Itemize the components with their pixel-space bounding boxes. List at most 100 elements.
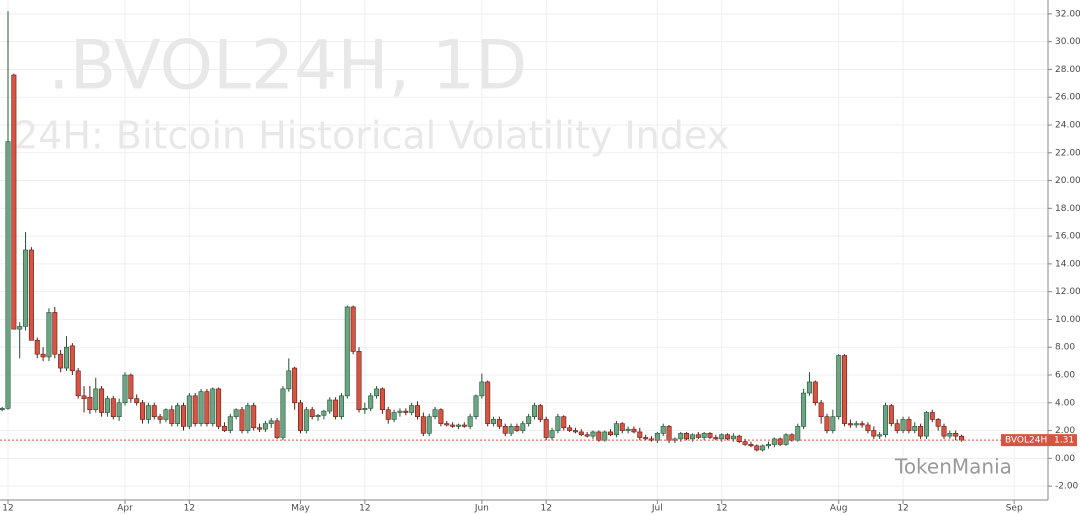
candle-body: [128, 374, 134, 399]
x-tick-label: Sep: [1006, 504, 1023, 514]
candle-body: [619, 423, 625, 431]
candle-body: [368, 395, 374, 409]
candle-body: [830, 416, 836, 431]
candle-body: [210, 388, 216, 424]
candle-body: [496, 419, 502, 427]
y-tick-label: 14.00: [1055, 259, 1080, 269]
candle-body: [81, 395, 87, 399]
candle-body: [315, 414, 321, 417]
candle-body: [233, 409, 239, 417]
candle-body: [900, 419, 906, 431]
candle-body: [660, 426, 666, 434]
candle-body: [391, 412, 397, 420]
y-tick-label: 20.00: [1055, 176, 1080, 186]
candle-body: [760, 445, 766, 451]
candle-body: [333, 399, 339, 417]
candle-body: [140, 402, 146, 420]
candle-body: [608, 431, 614, 436]
candle-body: [303, 409, 309, 431]
candle-body: [192, 395, 198, 424]
x-tick-label: 12: [716, 504, 727, 514]
x-tick-label: Jun: [474, 504, 489, 514]
candle-body: [526, 416, 532, 424]
candle-body: [824, 416, 830, 431]
candle-body: [590, 431, 596, 437]
candle-body: [350, 306, 356, 352]
candles: [0, 11, 1048, 452]
candle-body: [625, 428, 631, 431]
candle-body: [818, 402, 824, 417]
candle-body: [122, 374, 128, 404]
candle-body: [894, 423, 900, 431]
last-price-value: 1.31: [1054, 436, 1074, 446]
candle-body: [64, 346, 70, 369]
candle-body: [654, 433, 660, 441]
candle-body: [245, 405, 251, 431]
candle-body: [491, 419, 497, 424]
candle-body: [567, 427, 573, 431]
candle-body: [444, 423, 450, 426]
candle-body: [338, 395, 344, 417]
candle-body: [414, 405, 420, 417]
candle-body: [748, 444, 754, 447]
candle-body: [216, 388, 222, 427]
y-tick-label: 4.00: [1055, 398, 1075, 408]
candle-body: [455, 424, 461, 427]
candle-body: [28, 249, 34, 341]
candle-body: [17, 326, 23, 330]
candle-body: [257, 427, 263, 430]
candle-body: [502, 426, 508, 434]
watermark-title: .BVOL24H, 1D: [48, 27, 527, 106]
candle-body: [221, 426, 227, 431]
candle-body: [777, 438, 783, 445]
candle-body: [637, 431, 643, 438]
x-tick-label: Aug: [830, 504, 848, 514]
candle-body: [473, 395, 479, 417]
candle-body: [46, 312, 52, 358]
candle-body: [251, 405, 257, 429]
candle-body: [69, 345, 75, 372]
watermark-subtitle: 24H: Bitcoin Historical Volatility Index: [14, 114, 729, 158]
candle-body: [227, 416, 233, 431]
candle-body: [725, 434, 731, 440]
candle-body: [362, 408, 368, 411]
candle-body: [397, 410, 403, 413]
candle-body: [929, 412, 935, 420]
candle-body: [163, 409, 169, 420]
candle-body: [596, 431, 602, 441]
candle-body: [549, 430, 555, 438]
candle-body: [865, 424, 871, 431]
candle-body: [327, 399, 333, 412]
candle-body: [175, 405, 181, 424]
candle-body: [198, 391, 204, 424]
candle-body: [379, 388, 385, 411]
candle-body: [689, 434, 695, 440]
candle-body: [701, 433, 707, 438]
y-tick-label: 10.00: [1055, 315, 1080, 325]
y-tick-label: 32.00: [1055, 9, 1080, 19]
candle-body: [719, 434, 725, 440]
candle-body: [953, 433, 959, 437]
candle-body: [859, 423, 865, 426]
candle-body: [181, 405, 187, 427]
candle-body: [912, 426, 918, 431]
candle-body: [801, 392, 807, 427]
candle-body: [385, 409, 391, 420]
candle-body: [292, 367, 298, 404]
x-tick-label: 12: [359, 504, 370, 514]
candle-body: [959, 435, 965, 441]
candle-body: [783, 434, 789, 445]
candle-body: [344, 306, 350, 397]
candle-body: [736, 435, 742, 442]
y-tick-label: 24.00: [1055, 121, 1080, 131]
candle-body: [52, 312, 58, 355]
y-tick-label: 12.00: [1055, 287, 1080, 297]
candle-body: [104, 398, 110, 413]
candle-body: [426, 416, 432, 434]
y-tick-label: 8.00: [1055, 343, 1075, 353]
candle-body: [836, 355, 842, 417]
candle-body: [543, 419, 549, 438]
candle-body: [555, 416, 561, 431]
candle-body: [280, 388, 286, 438]
